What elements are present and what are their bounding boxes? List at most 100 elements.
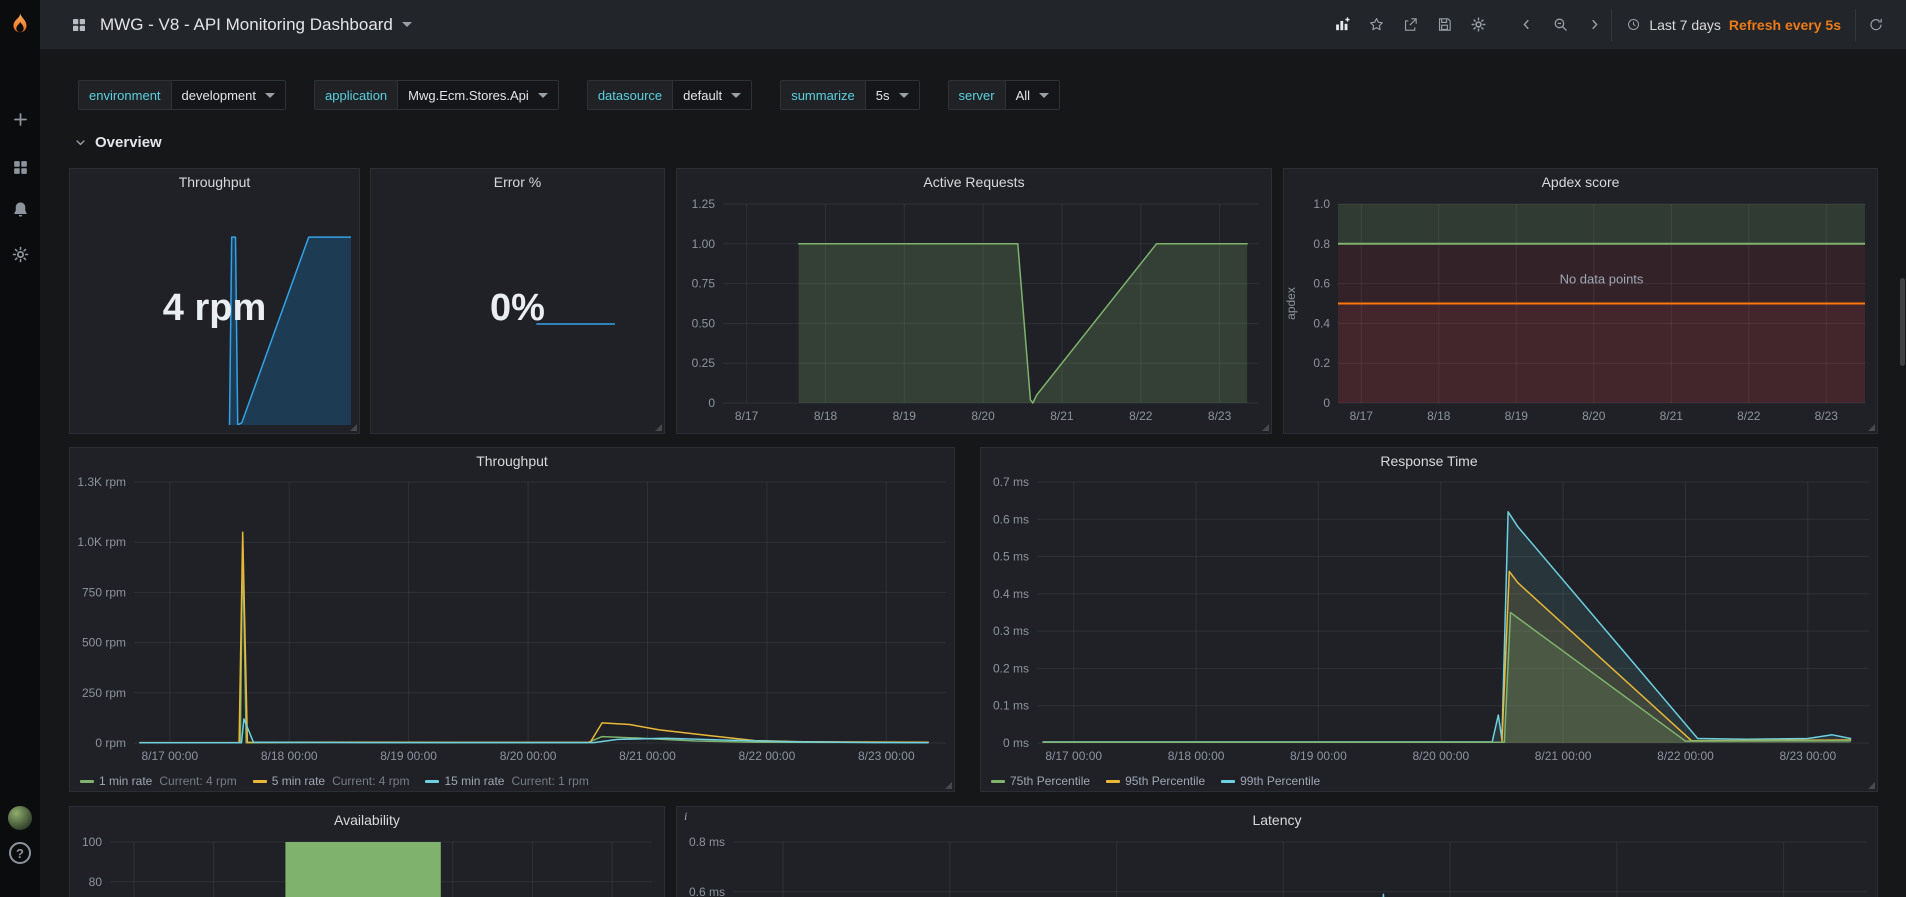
help-icon[interactable]: ?: [9, 842, 31, 864]
svg-text:1.3K rpm: 1.3K rpm: [77, 475, 126, 489]
svg-text:8/22: 8/22: [1129, 409, 1153, 423]
svg-text:8/23 00:00: 8/23 00:00: [1779, 749, 1836, 763]
alerting-bell-icon[interactable]: [0, 191, 40, 227]
svg-text:8/21: 8/21: [1660, 409, 1684, 423]
panel-title[interactable]: Response Time: [1380, 453, 1478, 469]
panel-resize-handle[interactable]: [1868, 782, 1875, 789]
row-title: Overview: [95, 133, 162, 151]
svg-text:0: 0: [1323, 396, 1330, 410]
response-time-chart[interactable]: 8/17 00:00 8/18 00:00 8/19 00:00 8/20 00:00…: [981, 474, 1877, 769]
svg-text:8/19: 8/19: [1505, 409, 1529, 423]
svg-text:8/21: 8/21: [1050, 409, 1074, 423]
row-header-overview[interactable]: Overview: [74, 131, 162, 153]
legend-item[interactable]: 5 min rate Current: 4 rpm: [252, 774, 409, 788]
panel-title[interactable]: Availability: [334, 812, 400, 828]
svg-text:750 rpm: 750 rpm: [82, 585, 126, 599]
dashboard-title-text: MWG - V8 - API Monitoring Dashboard: [100, 14, 393, 34]
panel-resize-handle[interactable]: [655, 424, 662, 431]
svg-text:0.2: 0.2: [1313, 356, 1330, 370]
svg-text:0.6 ms: 0.6 ms: [689, 885, 725, 897]
panel-title[interactable]: Latency: [1252, 812, 1302, 828]
save-icon[interactable]: [1427, 9, 1461, 41]
availability-chart[interactable]: 8/17 00:008/18 00:008/19 00:008/20 00:00…: [70, 833, 664, 897]
svg-text:8/23: 8/23: [1815, 409, 1839, 423]
svg-text:8/18: 8/18: [1427, 409, 1451, 423]
svg-text:0 ms: 0 ms: [1003, 736, 1029, 750]
variable-label: environment: [78, 80, 171, 110]
add-icon[interactable]: [0, 101, 40, 137]
dashboard-title[interactable]: MWG - V8 - API Monitoring Dashboard: [100, 15, 412, 35]
legend-item[interactable]: 99th Percentile: [1221, 774, 1320, 788]
svg-text:8/20: 8/20: [1582, 409, 1606, 423]
variable-value-dropdown[interactable]: Mwg.Ecm.Stores.Api: [397, 80, 559, 110]
variable-label: datasource: [586, 80, 673, 110]
svg-text:8/22 00:00: 8/22 00:00: [739, 749, 796, 763]
legend-item[interactable]: 1 min rate Current: 4 rpm: [80, 774, 237, 788]
legend-item[interactable]: 15 min rate Current: 1 rpm: [425, 774, 589, 788]
share-icon[interactable]: [1393, 9, 1427, 41]
time-shift-back-chevron-left-icon[interactable]: [1509, 9, 1543, 41]
apps-grid-icon[interactable]: [70, 16, 88, 34]
panel-title[interactable]: Throughput: [178, 174, 251, 190]
vertical-scrollbar[interactable]: [1900, 278, 1905, 366]
add-panel-icon[interactable]: [1325, 9, 1359, 41]
legend-item[interactable]: 95th Percentile: [1106, 774, 1205, 788]
legend-item[interactable]: 75th Percentile: [991, 774, 1090, 788]
apdex-chart[interactable]: 8/17 8/18 8/19 8/20 8/21 8/22 8/23 0 0.2 0.4 0.6 0.…: [1284, 195, 1877, 431]
svg-text:8/22: 8/22: [1737, 409, 1761, 423]
clock-icon: [1626, 17, 1641, 32]
navbar: MWG - V8 - API Monitoring Dashboard: [40, 0, 1906, 49]
caret-down-icon: [537, 92, 548, 98]
svg-text:8/17: 8/17: [1350, 409, 1374, 423]
dashboards-icon[interactable]: [0, 149, 40, 185]
latency-chart[interactable]: 8/17 00:008/18 00:008/19 00:008/20 00:00…: [677, 833, 1877, 897]
dashboard-settings-gear-icon[interactable]: [1461, 9, 1495, 41]
svg-text:0.2 ms: 0.2 ms: [993, 661, 1029, 675]
time-range-picker[interactable]: Last 7 days Refresh every 5s: [1611, 8, 1855, 41]
throughput-chart[interactable]: 8/17 00:00 8/18 00:00 8/19 00:00 8/20 00:00…: [70, 474, 954, 769]
panel-apdex-score: Apdex score 8/17 8/18 8/19 8/20 8/21 8/22 8/23…: [1283, 168, 1878, 434]
panel-title[interactable]: Throughput: [476, 453, 548, 469]
panel-title[interactable]: Error %: [493, 174, 542, 190]
info-icon[interactable]: i: [684, 809, 688, 823]
variable-value-dropdown[interactable]: default: [672, 80, 753, 110]
panel-availability: Availability 8/17 00:008/18 00:008/19 00…: [69, 806, 665, 897]
panel-resize-handle[interactable]: [1262, 424, 1269, 431]
svg-text:0.75: 0.75: [692, 277, 716, 291]
svg-text:8/21 00:00: 8/21 00:00: [619, 749, 676, 763]
time-shift-forward-chevron-right-icon[interactable]: [1577, 9, 1611, 41]
variable-value-dropdown[interactable]: 5s: [864, 80, 920, 110]
caret-down-icon: [1039, 92, 1050, 98]
variable-application: application Mwg.Ecm.Stores.Api: [314, 80, 559, 110]
svg-text:0.8 ms: 0.8 ms: [689, 835, 725, 849]
configuration-gear-icon[interactable]: [0, 236, 40, 272]
svg-text:0.1 ms: 0.1 ms: [993, 699, 1029, 713]
chevron-down-icon: [76, 139, 85, 145]
stat-value: 4 rpm: [162, 287, 267, 329]
panel-resize-handle[interactable]: [1868, 424, 1875, 431]
template-variables-row: environment development application Mwg.…: [78, 80, 1061, 110]
svg-text:0.8: 0.8: [1313, 237, 1330, 251]
svg-text:8/20: 8/20: [971, 409, 995, 423]
active-requests-chart[interactable]: 8/17 8/18 8/19 8/20 8/21 8/22 8/23 0 0.25 0.50 0.7…: [677, 195, 1271, 431]
refresh-icon[interactable]: [1855, 8, 1896, 41]
variable-value-dropdown[interactable]: development: [170, 80, 286, 110]
panel-title[interactable]: Apdex score: [1541, 174, 1620, 190]
svg-text:No data points: No data points: [1560, 272, 1644, 287]
grafana-logo-icon[interactable]: [7, 11, 33, 37]
panel-resize-handle[interactable]: [945, 782, 952, 789]
variable-label: summarize: [780, 80, 865, 110]
svg-text:100: 100: [82, 835, 102, 849]
panel-title[interactable]: Active Requests: [923, 174, 1025, 190]
panel-throughput-stat: Throughput 4 rpm: [69, 168, 360, 434]
variable-value-text: 5s: [875, 87, 890, 103]
svg-text:8/18 00:00: 8/18 00:00: [261, 749, 318, 763]
svg-text:8/18: 8/18: [814, 409, 838, 423]
variable-value-dropdown[interactable]: All: [1004, 80, 1061, 110]
user-avatar[interactable]: [8, 806, 32, 830]
svg-text:8/17 00:00: 8/17 00:00: [141, 749, 198, 763]
zoom-out-icon[interactable]: [1543, 9, 1577, 41]
svg-text:8/20 00:00: 8/20 00:00: [500, 749, 557, 763]
star-icon[interactable]: [1359, 9, 1393, 41]
panel-resize-handle[interactable]: [350, 424, 357, 431]
